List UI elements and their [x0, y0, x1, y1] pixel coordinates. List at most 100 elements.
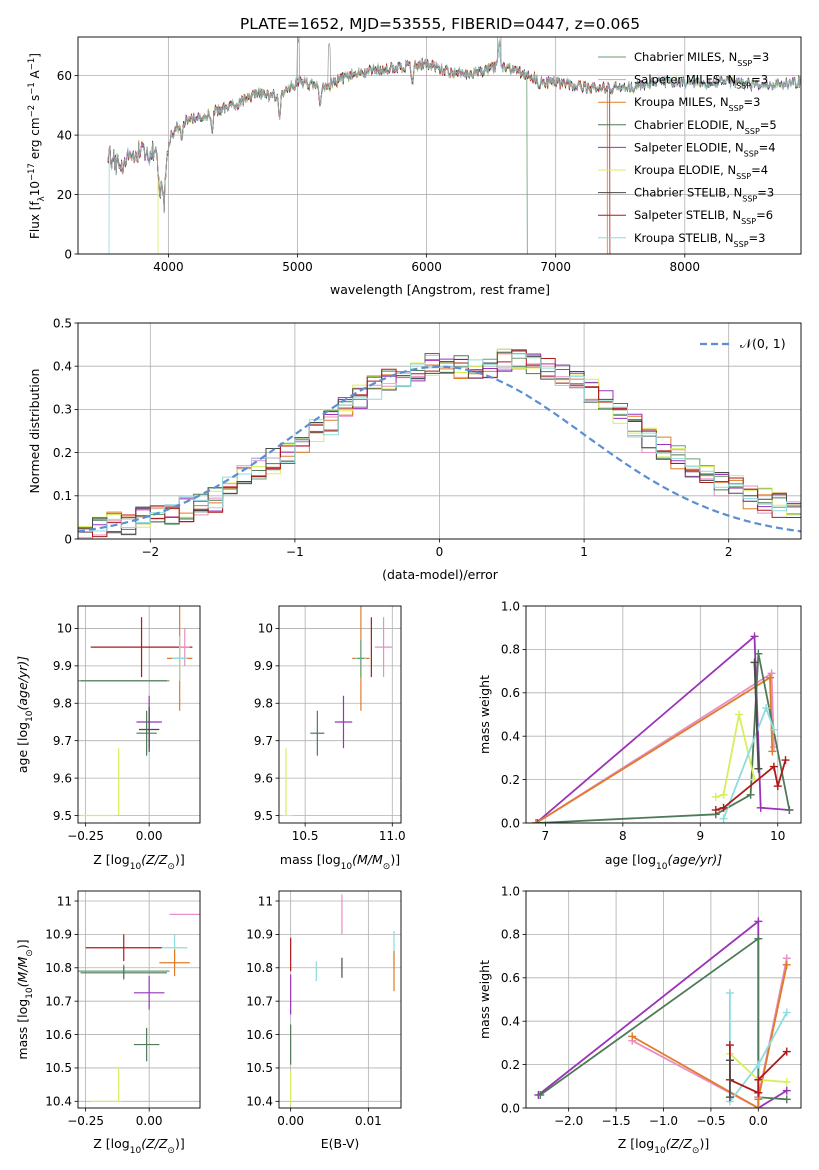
y-tick-label: 10.8	[246, 961, 273, 975]
weight-marker	[768, 747, 777, 756]
y-tick-label: 10	[258, 622, 273, 636]
x-tick-label: 10	[770, 829, 785, 843]
axes-frame	[525, 890, 802, 1109]
x-tick-label: 0.00	[136, 829, 163, 843]
errorbar-point	[310, 710, 325, 756]
weight-series-line	[535, 634, 790, 823]
legend-entry-label: Kroupa STELIB, NSSP=3	[634, 231, 765, 249]
weight-series-line	[715, 714, 756, 798]
errorbar-point	[159, 949, 190, 977]
errorbar-point	[136, 710, 157, 756]
observed-spectrum-line	[107, 37, 801, 212]
axes-frame	[77, 605, 201, 824]
x-tick-label: −1.0	[649, 1114, 678, 1128]
errorbar-point	[139, 707, 160, 752]
x-tick-label: 8000	[670, 260, 701, 274]
y-tick-label: 0.2	[501, 773, 520, 787]
weight-marker	[754, 764, 763, 773]
errorbar-point	[90, 617, 193, 678]
legend-entry-label: Salpeter MILES, NSSP=3	[634, 73, 768, 91]
y-tick-label: 11	[57, 894, 72, 908]
y-tick-label: 10.7	[246, 994, 273, 1008]
x-tick-label: 9	[696, 829, 704, 843]
age-vs-z-plot-area	[78, 606, 193, 817]
y-tick-label: 9.9	[53, 659, 72, 673]
x-tick-label: 0.00	[277, 1114, 304, 1128]
weight-marker	[782, 1077, 791, 1086]
y-tick-label: 0.8	[501, 928, 520, 942]
weight-marker	[754, 934, 763, 943]
weight-marker	[781, 756, 790, 765]
y-tick-label: 0.2	[501, 1058, 520, 1072]
weight-marker	[754, 1088, 763, 1097]
residuals-y-axis-label: Normed distribution	[27, 369, 42, 494]
y-tick-label: 0.1	[53, 489, 72, 503]
y-tick-label: 10.9	[246, 928, 273, 942]
legend-entry-label: Chabrier STELIB, NSSP=3	[634, 186, 774, 204]
y-tick-label: 0.6	[501, 686, 520, 700]
y-tick-label: 9.9	[254, 659, 273, 673]
x-tick-label: −2.0	[554, 1114, 583, 1128]
weight-series-line	[631, 964, 788, 1108]
mass-vs-ebv-x-axis-label: E(B-V)	[321, 1136, 360, 1151]
spectrum-plot-area	[107, 37, 801, 254]
weight-marker	[536, 1090, 545, 1099]
residuals-plot-area	[78, 348, 801, 539]
weight-marker	[711, 792, 720, 801]
weight-marker	[725, 1056, 734, 1065]
spectrum-x-axis-label: wavelength [Angstrom, rest frame]	[330, 282, 550, 297]
y-tick-label: 9.7	[254, 734, 273, 748]
y-tick-label: 0.0	[501, 816, 520, 830]
weight-marker	[754, 649, 763, 658]
y-tick-label: 10.7	[45, 994, 72, 1008]
y-tick-label: 0	[64, 532, 72, 546]
y-tick-label: 10.5	[246, 1061, 273, 1075]
y-tick-label: 9.8	[53, 697, 72, 711]
y-tick-label: 10.4	[246, 1095, 273, 1109]
weight-marker	[725, 988, 734, 997]
weight-marker	[628, 1032, 637, 1041]
weight-marker	[754, 1060, 763, 1069]
weight-marker	[773, 782, 782, 791]
y-tick-label: 1.0	[501, 599, 520, 613]
residuals-x-axis-label: (data-model)/error	[382, 567, 499, 582]
weight-marker	[719, 814, 728, 823]
x-tick-label: 7	[542, 829, 550, 843]
weight-marker	[769, 725, 778, 734]
weight-vs-z-plot-area	[534, 917, 791, 1108]
x-tick-label: 0.0	[749, 1114, 768, 1128]
weight-marker	[746, 790, 755, 799]
weight-vs-z-axes: −2.0 −1.5 −1.0 −0.5 0.0 0.0 0.2 0.4 0.6 0.8 1.0 Z […	[477, 884, 802, 1156]
y-tick-label: 10	[57, 622, 72, 636]
x-tick-label: 0	[436, 545, 444, 559]
mass-vs-ebv-axes: 0.00 0.01 10.4 10.5 10.6 10.7 10.8 10.9 11 E(B-V)	[246, 890, 402, 1151]
weight-marker	[725, 1041, 734, 1050]
x-tick-label: 5000	[282, 260, 313, 274]
weight-vs-age-axes: 7 8 9 10 0.0 0.2 0.4 0.6 0.8 1.0 age [log10(age/yr…	[477, 599, 802, 872]
y-tick-label: 9.6	[53, 771, 72, 785]
y-tick-label: 40	[57, 128, 72, 142]
errorbar-point	[334, 695, 353, 749]
y-tick-label: 0.6	[501, 971, 520, 985]
histogram-series-step	[78, 353, 801, 539]
errorbar-point	[172, 635, 188, 681]
histogram-series-step	[78, 350, 801, 539]
x-tick-label: −2	[141, 545, 159, 559]
y-tick-label: 0.2	[53, 446, 72, 460]
x-tick-label: 10.5	[292, 829, 319, 843]
age-vs-mass-plot-area	[282, 606, 393, 817]
y-tick-label: 9.5	[53, 809, 72, 823]
weight-marker	[750, 658, 759, 667]
spectrum-y-axis-label: Flux [fλ10−17 erg cm−2 s−1 A−1]	[27, 53, 47, 239]
axes-frame	[525, 605, 802, 824]
weight-marker	[769, 762, 778, 771]
legend-entry-label: Kroupa MILES, NSSP=3	[634, 95, 760, 113]
xlabel-axis-label: mass [log10(M/M⊙)]	[280, 852, 400, 872]
x-tick-label: 2	[725, 545, 733, 559]
y-tick-label: 1.0	[501, 884, 520, 898]
y-tick-label: 0.0	[501, 1101, 520, 1115]
axes-frame	[278, 605, 402, 824]
xlabel-axis-label: Z [log10(Z/Z⊙)]	[93, 852, 184, 872]
legend-entry-label: Chabrier MILES, NSSP=3	[634, 50, 769, 68]
weight-vs-age-plot-area	[532, 632, 794, 823]
